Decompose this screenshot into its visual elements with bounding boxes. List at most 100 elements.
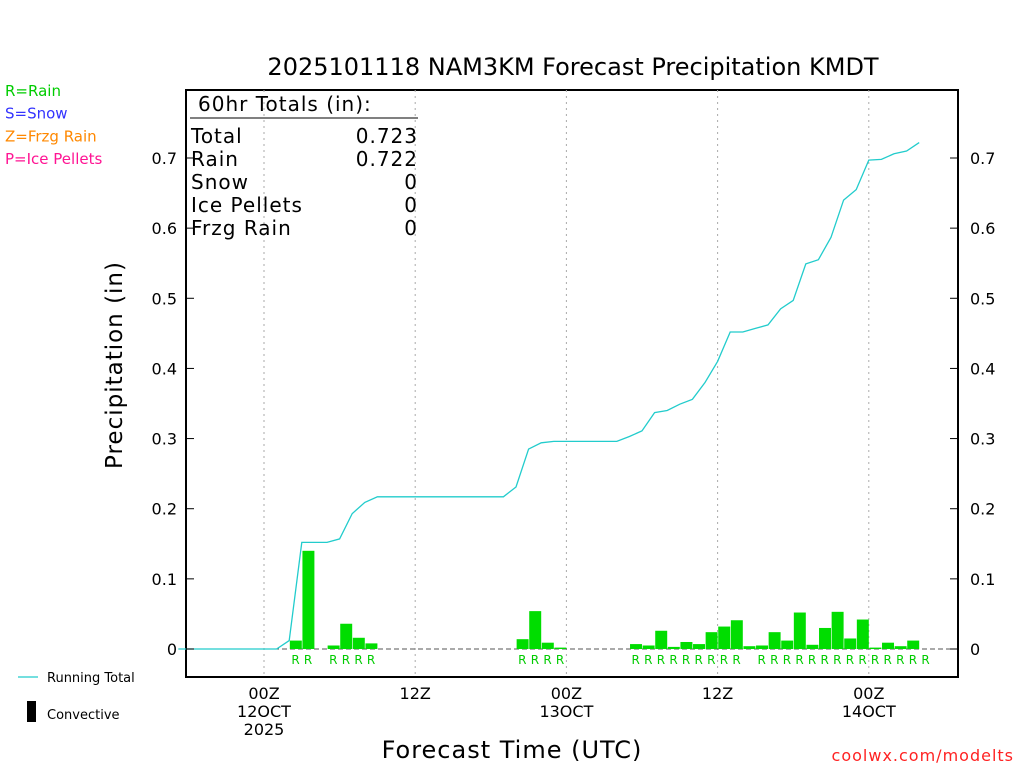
- precip-bar: [655, 630, 668, 649]
- ptype-marker: R: [669, 653, 677, 667]
- ptype-marker: R: [531, 653, 539, 667]
- precip-bar: [768, 632, 781, 649]
- ptype-marker: R: [354, 653, 362, 667]
- y-tick-label: 0.2: [970, 500, 995, 519]
- precip-bar: [302, 550, 315, 649]
- precip-bar: [793, 612, 806, 649]
- precip-bar: [289, 640, 302, 649]
- y-tick-label: 0.1: [152, 570, 177, 589]
- y-tick-label: 0.2: [152, 500, 177, 519]
- y-tick-label: 0.6: [152, 219, 177, 238]
- ptype-marker: R: [732, 653, 740, 667]
- ptype-legend-item: R=Rain: [5, 82, 61, 100]
- ptype-marker: R: [682, 653, 690, 667]
- ptype-marker: R: [795, 653, 803, 667]
- totals-box: 60hr Totals (in): Total 0.723 Rain 0.722 Sno…: [190, 92, 418, 240]
- totals-label: Rain: [191, 147, 239, 171]
- totals-value: 0: [404, 216, 418, 240]
- precip-bar: [869, 647, 882, 649]
- precip-bar: [340, 623, 353, 649]
- x-tick-label: 00Z: [853, 684, 884, 703]
- ptype-marker: R: [518, 653, 526, 667]
- y-tick-label: 0: [970, 640, 980, 659]
- running-total-line: [178, 142, 920, 650]
- totals-value: 0.723: [356, 124, 418, 148]
- ptype-marker: R: [342, 653, 350, 667]
- y-tick-label: 0.4: [970, 359, 995, 378]
- precip-bar: [756, 645, 768, 649]
- ptype-marker: R: [821, 653, 829, 667]
- precip-bar: [642, 645, 655, 649]
- y-tick-label: 0: [167, 640, 177, 659]
- precip-bar: [831, 611, 844, 649]
- plot-frame: [185, 89, 959, 678]
- ptype-legend-item: Z=Frzg Rain: [5, 127, 97, 145]
- ptype-marker: R: [695, 653, 703, 667]
- y-tick-label: 0.3: [152, 430, 177, 449]
- precip-bar: [806, 644, 819, 649]
- ptype-marker: R: [556, 653, 564, 667]
- precip-bar: [718, 626, 731, 649]
- totals-label: Snow: [191, 170, 249, 194]
- chart-title: 2025101118 NAM3KM Forecast Precipitation…: [267, 53, 878, 81]
- precip-bar: [894, 646, 907, 649]
- precip-bar: [743, 646, 756, 649]
- ptype-legend-item: S=Snow: [5, 105, 68, 123]
- totals-label: Ice Pellets: [191, 193, 303, 217]
- convective-legend-label: Convective: [47, 708, 120, 723]
- running-total-legend-label: Running Total: [47, 671, 135, 686]
- y-tick-label: 0.6: [970, 219, 995, 238]
- x-tick-label: 12Z: [702, 684, 733, 703]
- x-tick-label: 14OCT: [842, 702, 896, 721]
- ptype-marker: R: [329, 653, 337, 667]
- y-tick-label: 0.1: [970, 570, 995, 589]
- x-tick-label: 00Z: [551, 684, 582, 703]
- ptype-legend: R=Rain S=Snow Z=Frzg Rain P=Ice Pellets: [5, 82, 102, 168]
- precip-bar: [529, 611, 542, 649]
- precip-bar: [554, 647, 567, 649]
- totals-header: 60hr Totals (in):: [198, 92, 372, 116]
- ptype-marker: R: [291, 653, 299, 667]
- precip-bar: [781, 640, 794, 649]
- ptype-legend-item: P=Ice Pellets: [5, 150, 102, 168]
- totals-label: Total: [190, 124, 243, 148]
- y-tick-label: 0.3: [970, 430, 995, 449]
- ptype-marker: R: [858, 653, 866, 667]
- x-tick-label: 00Z: [248, 684, 279, 703]
- ptype-marker: R: [632, 653, 640, 667]
- totals-rows: Total 0.723 Rain 0.722 Snow 0 Ice Pellets 0 Frzg…: [190, 124, 418, 240]
- ptype-marker: R: [367, 653, 375, 667]
- precip-bar: [819, 627, 831, 649]
- y-axis-label: Precipitation (in): [102, 261, 128, 469]
- ptype-marker: R: [707, 653, 715, 667]
- ptype-marker: R: [833, 653, 841, 667]
- totals-value: 0: [404, 170, 418, 194]
- precip-bar: [365, 643, 378, 649]
- ptype-marker: R: [720, 653, 728, 667]
- x-tick-label: 12OCT: [237, 702, 291, 721]
- precip-bar: [907, 640, 920, 649]
- x-axis-label: Forecast Time (UTC): [382, 736, 643, 764]
- ptype-marker: R: [644, 653, 652, 667]
- ptype-marker: R: [783, 653, 791, 667]
- precip-bar: [844, 638, 857, 649]
- ptype-marker: R: [921, 653, 929, 667]
- ptype-marker: R: [304, 653, 312, 667]
- ptype-marker: R: [657, 653, 665, 667]
- y-tick-label: 0.5: [152, 289, 177, 308]
- ptype-marker: R: [871, 653, 879, 667]
- precip-bar: [680, 641, 693, 649]
- y-tick-label: 0.4: [152, 359, 177, 378]
- gridlines: [263, 90, 870, 677]
- y-ticks-right: 0 0.1 0.2 0.3 0.4 0.5 0.6 0.7: [950, 149, 995, 659]
- y-tick-label: 0.5: [970, 289, 995, 308]
- precip-bar: [856, 619, 869, 649]
- totals-label: Frzg Rain: [191, 216, 292, 240]
- bar-series: [289, 550, 920, 649]
- y-tick-label: 0.7: [152, 149, 177, 168]
- x-tick-label: 13OCT: [539, 702, 593, 721]
- precip-bar: [327, 645, 340, 649]
- ptype-marker: R: [909, 653, 917, 667]
- ptype-marker: R: [758, 653, 766, 667]
